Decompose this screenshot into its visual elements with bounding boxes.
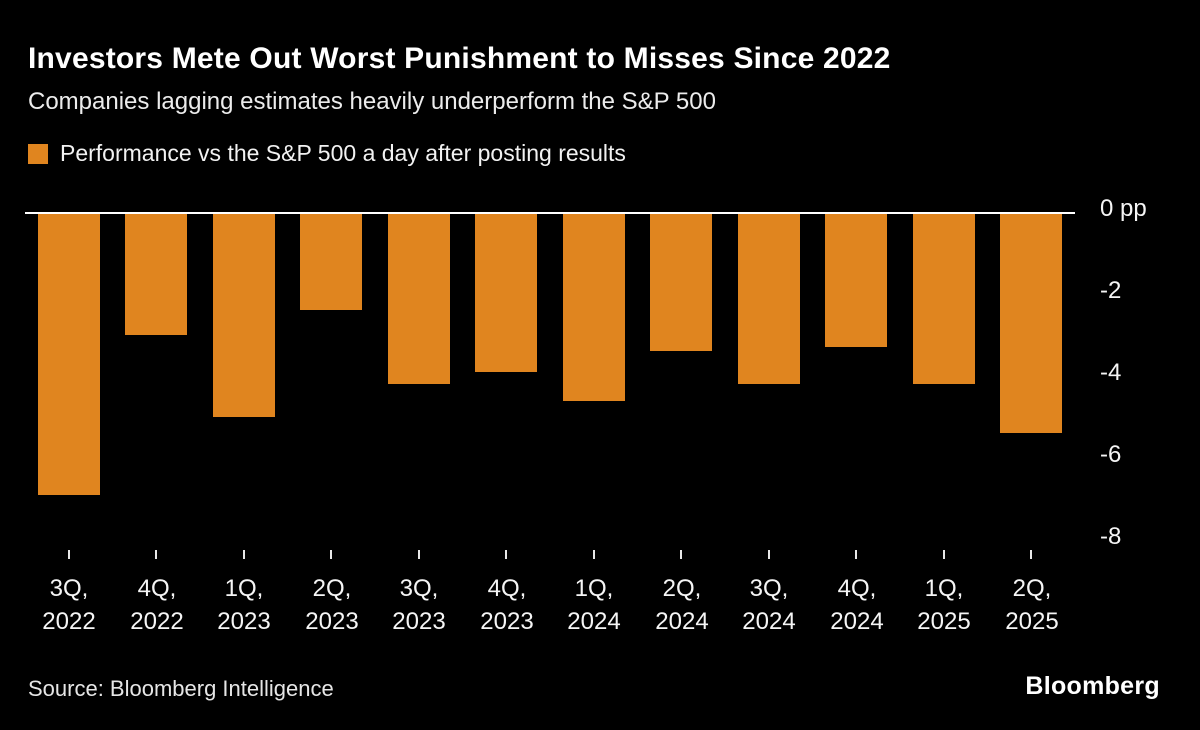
bar (738, 212, 800, 384)
y-tick-label: -8 (1100, 523, 1122, 551)
zero-baseline (25, 212, 1075, 214)
x-tick (68, 550, 70, 559)
x-tick (505, 550, 507, 559)
x-label: 1Q, 2024 (567, 575, 621, 635)
y-tick-label: -2 (1100, 277, 1122, 305)
bar (563, 212, 625, 401)
bar (1000, 212, 1062, 433)
x-tick (1030, 550, 1032, 559)
bar (825, 212, 887, 347)
legend-label: Performance vs the S&P 500 a day after p… (60, 140, 626, 166)
x-tick (943, 550, 945, 559)
x-axis: 3Q, 2022 4Q, 2022 1Q, 2023 2Q, 2023 3Q, 2023 4Q, 20… (25, 540, 1075, 660)
x-label: 3Q, 2023 (392, 575, 446, 635)
chart-subtitle: Companies lagging estimates heavily unde… (28, 88, 716, 115)
x-label: 2Q, 2025 (1005, 575, 1059, 635)
x-label: 3Q, 2022 (42, 575, 96, 635)
x-label: 4Q, 2022 (130, 575, 184, 635)
source-note: Source: Bloomberg Intelligence (28, 676, 334, 701)
x-tick (418, 550, 420, 559)
x-label: 1Q, 2023 (217, 575, 271, 635)
x-tick (680, 550, 682, 559)
y-tick-label: -4 (1100, 359, 1122, 387)
x-label: 2Q, 2024 (655, 575, 709, 635)
x-label: 4Q, 2024 (830, 575, 884, 635)
bloomberg-logo: Bloomberg (1025, 672, 1160, 700)
legend-swatch-icon (28, 143, 48, 164)
bar (650, 212, 712, 351)
y-tick-label: 0 pp (1100, 195, 1147, 223)
bar (388, 212, 450, 384)
x-label: 4Q, 2023 (480, 575, 534, 635)
x-tick (768, 550, 770, 559)
plot-area (25, 212, 1075, 540)
x-tick (155, 550, 157, 559)
y-tick-label: -6 (1100, 441, 1122, 469)
x-tick (330, 550, 332, 559)
x-label: 1Q, 2025 (917, 575, 971, 635)
x-tick (243, 550, 245, 559)
bar (475, 212, 537, 372)
bar (125, 212, 187, 335)
x-tick (855, 550, 857, 559)
bar (213, 212, 275, 417)
x-label: 3Q, 2024 (742, 575, 796, 635)
bar (300, 212, 362, 310)
chart-title: Investors Mete Out Worst Punishment to M… (28, 42, 891, 75)
bar (38, 212, 100, 495)
legend: Performance vs the S&P 500 a day after p… (28, 140, 626, 167)
x-tick (593, 550, 595, 559)
bar (913, 212, 975, 384)
x-label: 2Q, 2023 (305, 575, 359, 635)
y-axis: 0 pp -2 -4 -6 -8 (1100, 195, 1200, 552)
